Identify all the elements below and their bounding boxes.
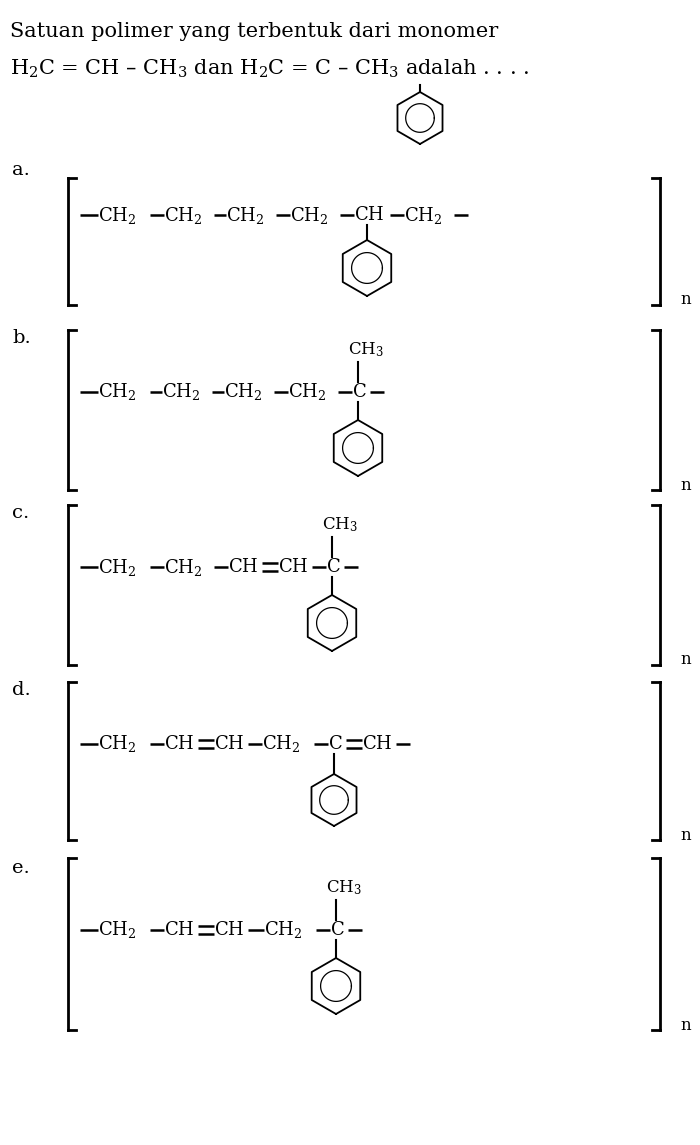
Text: n: n — [680, 1017, 691, 1034]
Text: n: n — [680, 292, 691, 308]
Text: $\mathregular{CH_2}$: $\mathregular{CH_2}$ — [98, 556, 136, 577]
Text: $\mathregular{CH_3}$: $\mathregular{CH_3}$ — [348, 341, 384, 360]
Text: $\mathregular{C}$: $\mathregular{C}$ — [326, 558, 341, 576]
Text: $\mathregular{CH}$: $\mathregular{CH}$ — [214, 921, 244, 939]
Text: $\mathregular{CH}$: $\mathregular{CH}$ — [164, 921, 195, 939]
Text: $\mathregular{CH_2}$: $\mathregular{CH_2}$ — [290, 205, 328, 226]
Text: $\mathregular{C}$: $\mathregular{C}$ — [330, 921, 344, 939]
Text: $\mathregular{CH_2}$: $\mathregular{CH_2}$ — [264, 919, 302, 940]
Text: $\mathregular{CH_2}$: $\mathregular{CH_2}$ — [98, 381, 136, 403]
Text: $\mathregular{CH_2}$: $\mathregular{CH_2}$ — [162, 381, 200, 403]
Text: c.: c. — [12, 504, 29, 522]
Text: n: n — [680, 652, 691, 669]
Text: $\mathregular{CH_2}$: $\mathregular{CH_2}$ — [224, 381, 262, 403]
Text: n: n — [680, 476, 691, 493]
Text: $\mathregular{CH_2}$: $\mathregular{CH_2}$ — [164, 556, 202, 577]
Text: $\mathregular{CH}$: $\mathregular{CH}$ — [164, 735, 195, 753]
Text: n: n — [680, 827, 691, 844]
Text: d.: d. — [12, 681, 31, 698]
Text: $\mathregular{CH_2}$: $\mathregular{CH_2}$ — [404, 205, 442, 226]
Text: $\mathregular{CH}$: $\mathregular{CH}$ — [354, 206, 384, 224]
Text: $\mathregular{CH}$: $\mathregular{CH}$ — [278, 558, 309, 576]
Text: $\mathregular{CH}$: $\mathregular{CH}$ — [214, 735, 244, 753]
Text: $\mathregular{C}$: $\mathregular{C}$ — [328, 735, 343, 753]
Text: $\mathregular{CH}$: $\mathregular{CH}$ — [228, 558, 258, 576]
Text: $\mathregular{CH_2}$: $\mathregular{CH_2}$ — [288, 381, 326, 403]
Text: $\mathregular{CH_2}$: $\mathregular{CH_2}$ — [164, 205, 202, 226]
Text: a.: a. — [12, 161, 30, 179]
Text: $\mathregular{CH}$: $\mathregular{CH}$ — [362, 735, 393, 753]
Text: b.: b. — [12, 329, 31, 347]
Text: $\mathregular{CH_2}$: $\mathregular{CH_2}$ — [226, 205, 265, 226]
Text: $\mathregular{CH_2}$: $\mathregular{CH_2}$ — [262, 734, 300, 755]
Text: $\mathregular{CH_3}$: $\mathregular{CH_3}$ — [322, 515, 358, 535]
Text: $\mathregular{H_2C}$ = CH – $\mathregular{CH_3}$ dan $\mathregular{H_2C}$ = C – : $\mathregular{H_2C}$ = CH – $\mathregula… — [10, 58, 529, 80]
Text: $\mathregular{CH_3}$: $\mathregular{CH_3}$ — [326, 878, 362, 898]
Text: $\mathregular{CH_2}$: $\mathregular{CH_2}$ — [98, 205, 136, 226]
Text: $\mathregular{CH_2}$: $\mathregular{CH_2}$ — [98, 734, 136, 755]
Text: $\mathregular{CH_2}$: $\mathregular{CH_2}$ — [98, 919, 136, 940]
Text: e.: e. — [12, 859, 29, 877]
Text: $\mathregular{C}$: $\mathregular{C}$ — [352, 382, 367, 401]
Text: Satuan polimer yang terbentuk dari monomer: Satuan polimer yang terbentuk dari monom… — [10, 22, 498, 41]
